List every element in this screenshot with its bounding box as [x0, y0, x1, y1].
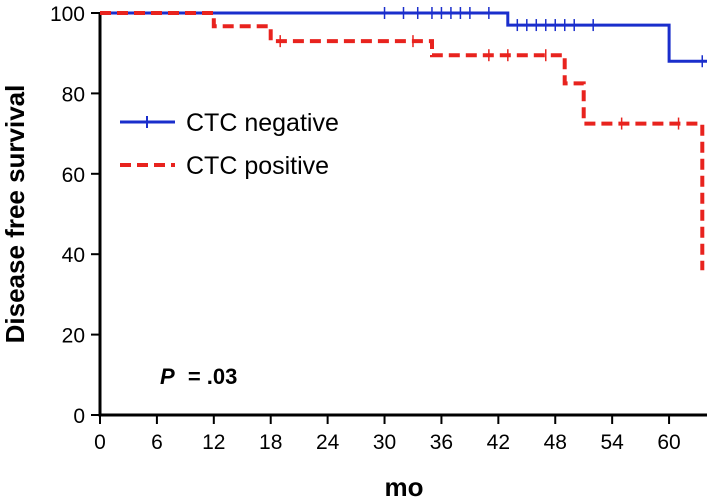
x-tick-label: 18 — [259, 431, 282, 454]
p-value-label: P — [160, 364, 175, 389]
legend-label-ctc-positive: CTC positive — [186, 152, 329, 180]
series-ctc-negative — [100, 7, 707, 68]
y-tick-label: 60 — [62, 164, 85, 187]
x-tick-label: 24 — [316, 431, 340, 454]
x-ticks: 0 6 12 18 24 30 36 42 48 54 60 — [94, 415, 681, 454]
legend-label-ctc-negative: CTC negative — [186, 109, 339, 137]
y-tick-label: 80 — [62, 83, 85, 106]
legend: CTC negative CTC positive — [120, 109, 339, 180]
y-axis-title: Disease free survival — [0, 85, 30, 344]
y-ticks: 0 20 40 60 80 100 — [50, 3, 100, 428]
x-tick-label: 0 — [94, 431, 106, 454]
x-tick-label: 54 — [600, 431, 624, 454]
x-tick-label: 60 — [657, 431, 680, 454]
series-ctc-positive — [100, 11, 705, 271]
p-value-text: = .03 — [188, 364, 238, 389]
x-tick-label: 48 — [544, 431, 567, 454]
series-line-ctc-negative — [100, 11, 707, 63]
y-tick-label: 20 — [62, 325, 85, 348]
series-layer — [100, 7, 707, 271]
legend-entry-ctc-negative: CTC negative — [120, 109, 339, 137]
axes — [98, 12, 707, 417]
x-axis-title: mo — [385, 472, 424, 502]
x-tick-label: 36 — [430, 431, 453, 454]
y-tick-label: 100 — [50, 3, 85, 26]
x-tick-label: 6 — [151, 431, 163, 454]
legend-entry-ctc-positive: CTC positive — [120, 152, 329, 180]
y-tick-label: 0 — [73, 405, 85, 428]
p-value-annotation: P = .03 — [160, 364, 237, 389]
x-tick-label: 12 — [202, 431, 225, 454]
series-line-ctc-positive — [100, 11, 705, 271]
y-tick-label: 40 — [62, 244, 85, 267]
x-tick-label: 30 — [373, 431, 396, 454]
x-tick-label: 42 — [487, 431, 510, 454]
